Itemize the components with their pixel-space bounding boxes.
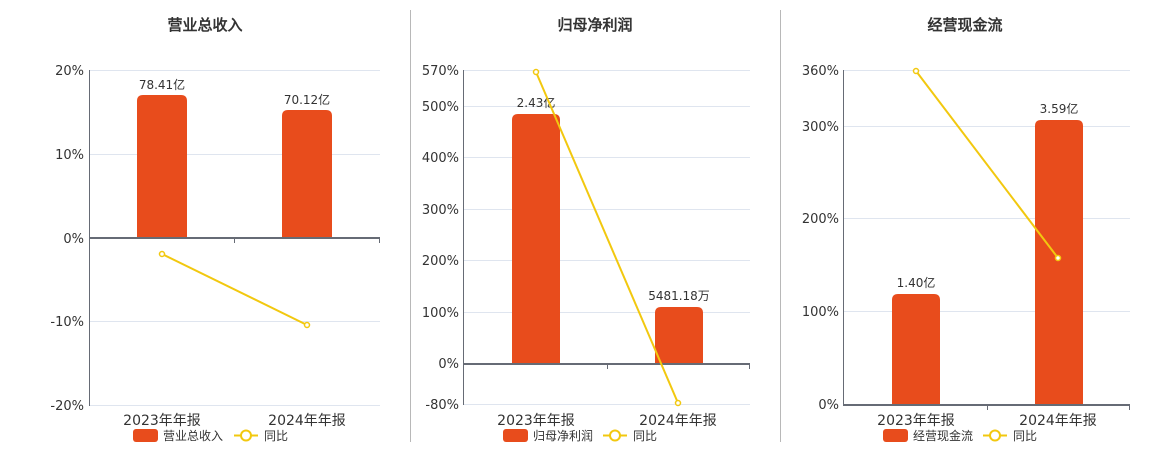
bar-2024[interactable] [655, 307, 703, 364]
yoy-point[interactable] [158, 250, 166, 258]
bar-label: 1.40亿 [897, 275, 936, 290]
y-tick: 10% [55, 148, 84, 163]
legend-bar-swatch [133, 429, 158, 442]
bar-label: 78.41亿 [139, 77, 185, 92]
y-tick: 360% [802, 64, 839, 79]
y-tick: 400% [422, 151, 459, 166]
y-tick: 0% [63, 232, 84, 247]
legend-yoy-label[interactable]: 同比 [633, 429, 657, 443]
y-tick: 200% [422, 254, 459, 269]
legend-bar-label[interactable]: 归母净利润 [533, 429, 593, 443]
y-tick: 100% [422, 306, 459, 321]
y-tick: 300% [422, 203, 459, 218]
legend[interactable]: 归母净利润 同比 [503, 429, 657, 443]
y-tick: 100% [802, 305, 839, 320]
chart-panel-net-profit: 归母净利润 570% 500% 400% 300% 200% 100% 0% -… [410, 0, 780, 450]
x-tick: 2024年年报 [639, 413, 717, 429]
legend[interactable]: 经营现金流 同比 [883, 428, 1037, 443]
legend-circle-icon [240, 429, 252, 442]
legend-circle-icon [989, 429, 1001, 442]
legend-bar-label[interactable]: 营业总收入 [163, 429, 223, 443]
bar-2024[interactable] [282, 110, 332, 238]
legend[interactable]: 营业总收入 同比 [133, 429, 288, 443]
bar-label: 5481.18万 [648, 289, 710, 303]
legend-bar-swatch [503, 429, 528, 442]
yoy-point[interactable] [303, 321, 311, 329]
bar-label: 3.59亿 [1040, 101, 1079, 116]
yoy-line [161, 253, 308, 326]
divider [780, 10, 781, 442]
x-tick: 2023年年报 [123, 413, 201, 429]
bar-label: 70.12亿 [284, 92, 330, 107]
y-tick: 200% [802, 212, 839, 227]
y-tick: 0% [818, 398, 839, 413]
y-tick: 300% [802, 120, 839, 135]
y-tick: -10% [50, 315, 84, 330]
yoy-point[interactable] [1054, 254, 1062, 262]
chart-panel-operating-cashflow: 经营现金流 360% 300% 200% 100% 0% 1.40亿 3.59亿 [780, 0, 1160, 450]
x-tick: 2023年年报 [497, 413, 575, 429]
chart-cashflow-svg: 360% 300% 200% 100% 0% 1.40亿 3.59亿 2023年… [802, 64, 1130, 443]
y-tick: 570% [422, 64, 459, 79]
chart-panel-revenue: 营业总收入 20% 10% 0% -10% -20% 78.41亿 70.12亿 [0, 0, 410, 450]
yoy-point[interactable] [532, 68, 540, 76]
x-tick: 2024年年报 [268, 413, 346, 429]
legend-bar-label[interactable]: 经营现金流 [913, 428, 973, 443]
yoy-point[interactable] [674, 399, 682, 407]
bar-2024[interactable] [1035, 120, 1083, 405]
x-tick: 2023年年报 [877, 413, 955, 429]
yoy-line [535, 71, 679, 404]
legend-yoy-label[interactable]: 同比 [264, 429, 288, 443]
bar-2023[interactable] [137, 95, 187, 238]
y-tick: -80% [425, 398, 459, 413]
chart-net-profit-svg: 570% 500% 400% 300% 200% 100% 0% -80% 2.… [422, 64, 750, 443]
legend-circle-icon [609, 429, 621, 442]
y-tick: 500% [422, 100, 459, 115]
chart-title: 经营现金流 [927, 16, 1003, 34]
chart-title: 营业总收入 [167, 16, 243, 34]
bar-label: 2.43亿 [517, 95, 556, 110]
legend-yoy-label[interactable]: 同比 [1013, 429, 1037, 443]
divider [410, 10, 411, 442]
chart-title: 归母净利润 [557, 16, 633, 34]
legend-bar-swatch [883, 429, 908, 442]
x-tick: 2024年年报 [1019, 413, 1097, 429]
y-tick: 0% [438, 357, 459, 372]
bar-2023[interactable] [512, 114, 560, 364]
y-tick: -20% [50, 399, 84, 414]
bar-2023[interactable] [892, 294, 940, 405]
y-tick: 20% [55, 64, 84, 79]
yoy-line [915, 70, 1059, 259]
yoy-point[interactable] [912, 67, 920, 75]
chart-revenue-svg: 20% 10% 0% -10% -20% 78.41亿 70.12亿 2023年… [50, 64, 380, 443]
